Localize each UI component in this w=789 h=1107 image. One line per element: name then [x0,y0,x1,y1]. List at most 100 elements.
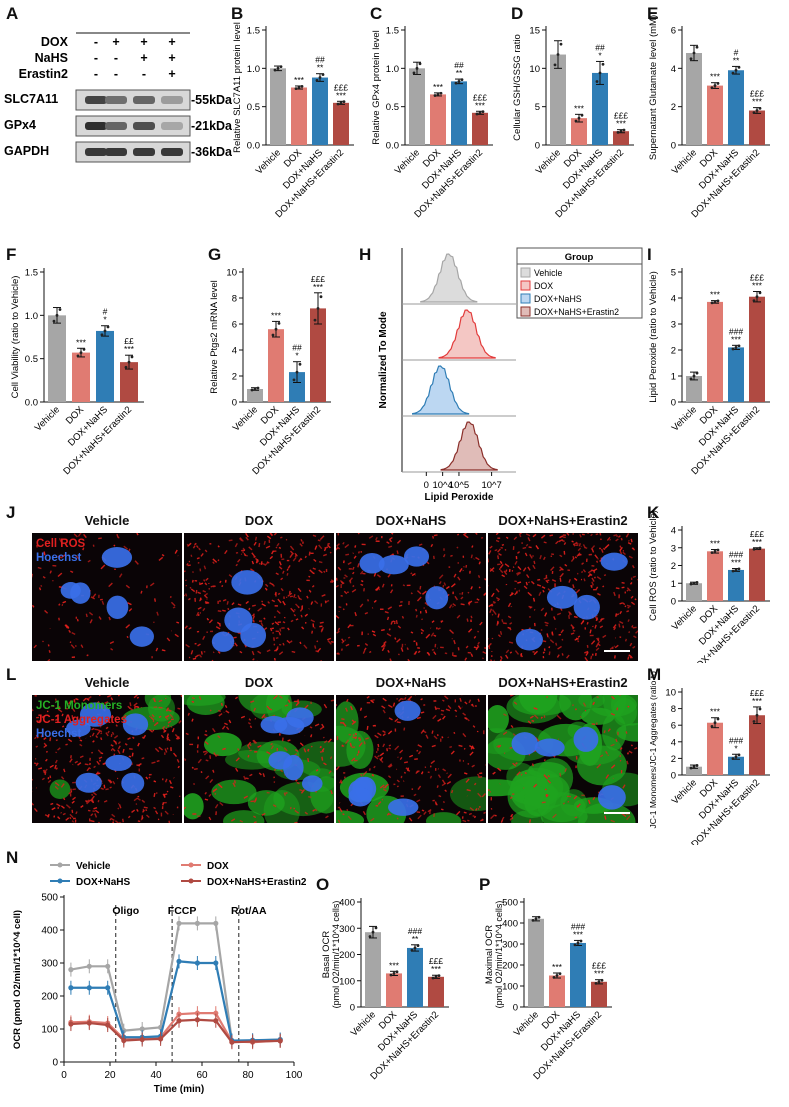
jc1-aggregate-signal [432,714,437,720]
ros-signal [488,603,494,608]
jc1-aggregate-signal [287,699,291,704]
bar [728,756,744,775]
ros-signal [202,590,207,593]
ros-signal [282,600,286,606]
jc1-aggregate-signal [283,792,287,796]
ros-signal [532,564,536,570]
jc1-aggregate-signal [450,750,455,755]
bar [528,918,544,1007]
ros-signal [517,551,521,554]
jc1-aggregate-signal [403,771,407,774]
y-axis-label: Relative SLC7A11 protein level [232,22,243,153]
jc1-aggregate-signal [49,764,54,769]
ros-signal [417,650,421,654]
jc1-aggregate-signal [270,742,273,746]
jc1-aggregate-signal [497,744,502,748]
jc1-aggregate-signal [220,702,223,706]
jc1-aggregate-signal [162,802,165,806]
jc1-aggregate-signal [253,815,257,819]
ros-signal [622,602,626,606]
jc1-aggregate-signal [71,707,76,713]
significance-label: *** [616,119,627,129]
jc1-aggregate-signal [131,752,134,757]
ros-signal [155,647,159,652]
legend-title: Group [565,252,594,263]
jc1-aggregate-signal [45,758,48,762]
ros-signal [297,595,301,600]
jc1-aggregate-signal [490,807,493,810]
ros-signal [514,650,520,655]
jc1-aggregate-signal [502,731,508,736]
jc1-aggregate-signal [191,700,195,704]
ros-signal [336,547,339,551]
jc1-aggregate-signal [75,698,79,701]
jc1-aggregate-signal [258,772,262,776]
jc1-aggregate-signal [35,745,39,748]
jc1-aggregate-signal [111,747,116,752]
y-tick-label: 1 [671,579,676,590]
ros-signal [602,634,607,639]
significance-label: *** [574,103,585,113]
jc1-aggregate-signal [463,747,466,750]
ros-signal [590,533,593,537]
data-point [713,84,717,87]
jc1-aggregate-signal [47,779,52,784]
jc1-monomer-signal [144,695,172,711]
data-point [752,299,756,302]
ros-signal [283,616,286,619]
significance-label: ## [595,42,605,52]
jc1-aggregate-signal [442,768,447,772]
jc1-aggregate-signal [35,762,39,767]
jc1-aggregate-signal [169,713,174,719]
ros-signal [316,640,319,643]
bar [120,362,138,402]
jc1-aggregate-signal [86,766,91,772]
treatment-sign: + [140,51,147,65]
y-tick-label: 100 [41,1025,58,1036]
jc1-aggregate-signal [203,751,209,756]
ros-signal [613,534,618,537]
panel-label-a: A [6,4,19,23]
jc1-aggregate-signal [204,733,208,737]
ros-signal [416,590,422,595]
ros-signal [566,533,570,536]
ros-signal [616,535,619,538]
y-tick-label: 0 [232,398,237,409]
jc1-aggregate-signal [93,765,96,769]
series-point [121,1037,127,1044]
jc1-aggregate-signal [58,708,63,713]
jc1-aggregate-signal [468,812,472,816]
jc1-aggregate-signal [319,745,322,749]
jc1-aggregate-signal [592,796,596,801]
x-tick-label: Vehicle [349,1009,378,1038]
jc1-aggregate-signal [153,780,157,783]
ros-signal [289,640,293,643]
ros-signal [530,580,535,585]
ros-signal [196,611,200,617]
ros-signal [533,608,536,611]
jc1-aggregate-signal [527,720,532,725]
jc1-aggregate-signal [133,695,139,699]
jc1-aggregate-signal [363,715,368,719]
data-point [475,112,479,116]
ros-signal [33,644,37,649]
jc1-aggregate-signal [61,725,65,728]
jc1-aggregate-signal [627,705,630,708]
ros-signal [604,543,610,549]
y-tick-label: 0 [535,141,540,152]
bar [686,766,702,775]
panel-label-n: N [6,848,19,867]
significance-label: *** [313,282,324,292]
panel-label-m: M [647,665,662,684]
ros-signal [448,604,453,609]
ros-signal [271,599,276,603]
jc1-aggregate-signal [53,815,56,818]
stain-legend-label: JC-1 Monomers [36,700,122,712]
ros-signal [527,591,533,597]
ros-signal [202,635,206,640]
data-point [737,753,741,757]
significance-label: *** [731,334,742,344]
jc1-aggregate-signal [100,787,104,790]
jc1-aggregate-signal [377,732,382,736]
ros-signal [235,563,238,567]
